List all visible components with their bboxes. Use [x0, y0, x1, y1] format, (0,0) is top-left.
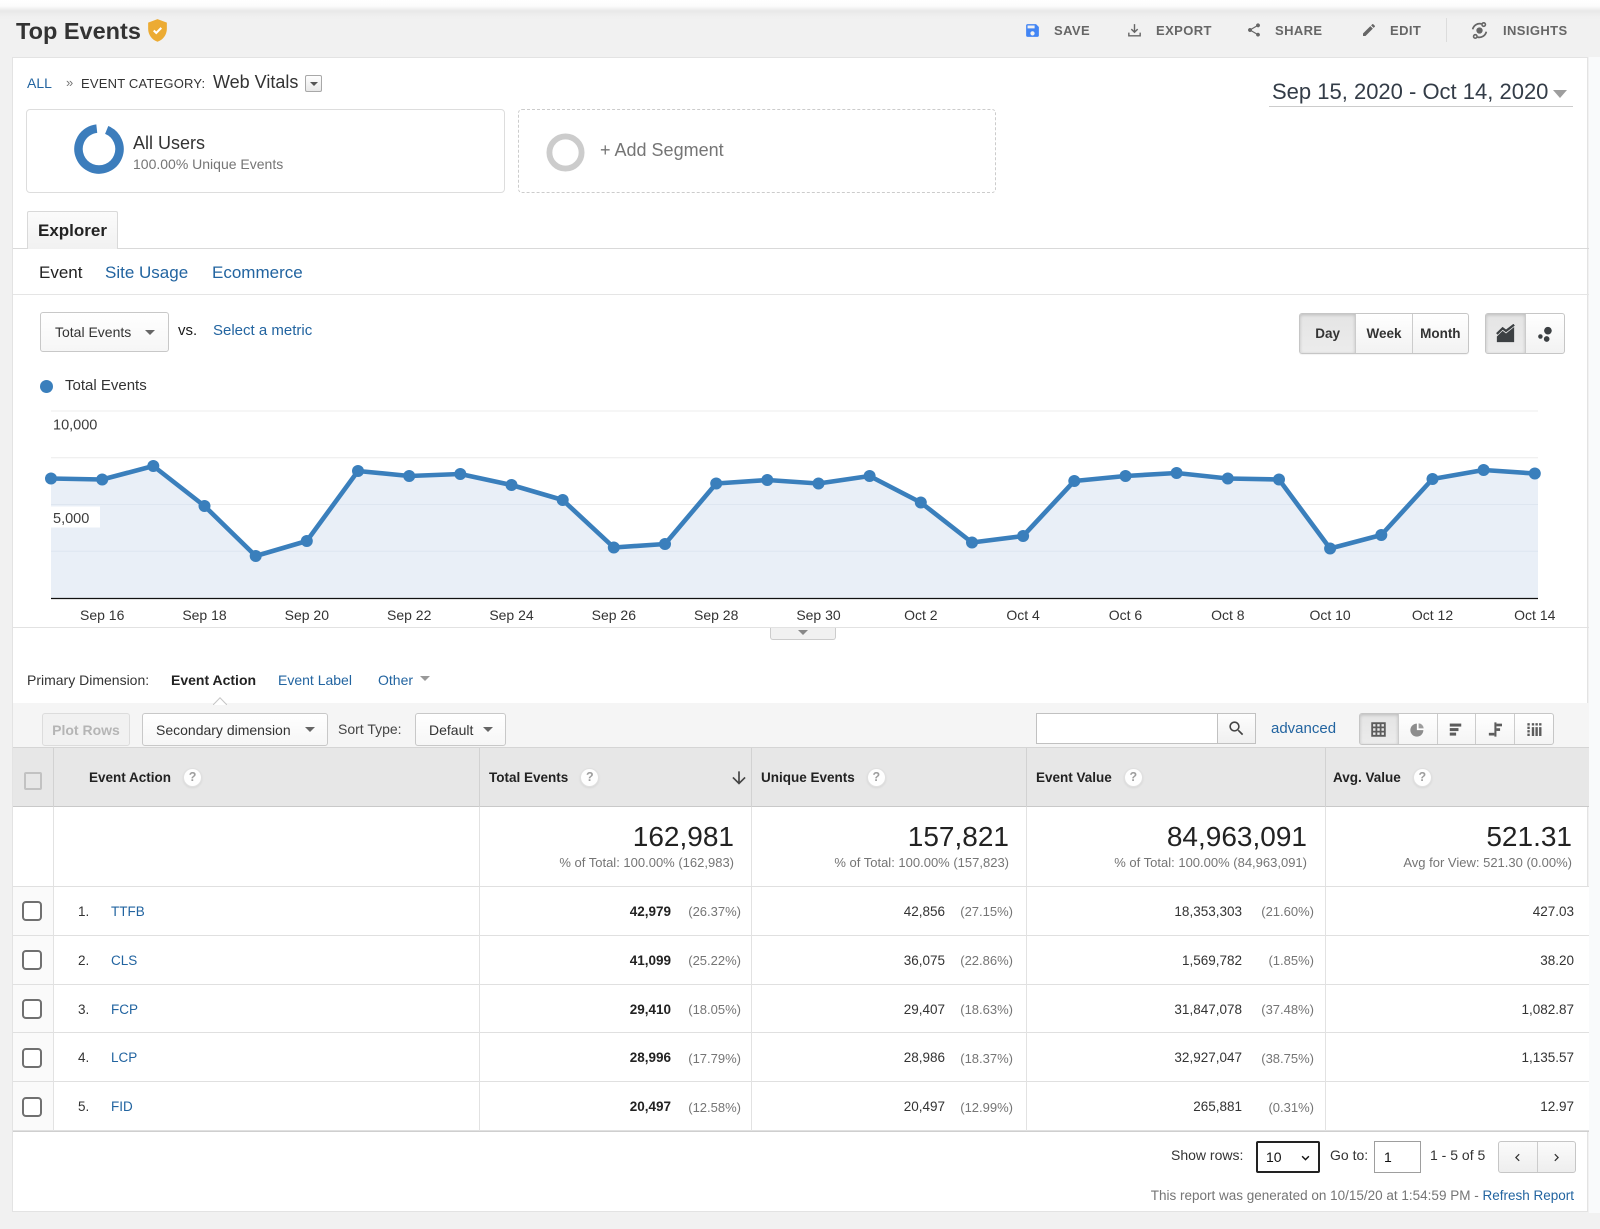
svg-text:Sep 24: Sep 24 [489, 607, 534, 623]
svg-text:Oct 14: Oct 14 [1514, 607, 1555, 623]
svg-text:Sep 22: Sep 22 [387, 607, 432, 623]
svg-text:Sep 18: Sep 18 [182, 607, 227, 623]
svg-text:10,000: 10,000 [53, 418, 97, 434]
svg-text:Sep 16: Sep 16 [80, 607, 125, 623]
svg-text:Oct 12: Oct 12 [1412, 607, 1453, 623]
svg-text:Oct 6: Oct 6 [1109, 607, 1143, 623]
svg-text:Sep 28: Sep 28 [694, 607, 739, 623]
svg-text:Oct 8: Oct 8 [1211, 607, 1245, 623]
svg-text:Oct 4: Oct 4 [1006, 607, 1040, 623]
svg-text:Sep 20: Sep 20 [285, 607, 330, 623]
svg-text:Oct 2: Oct 2 [904, 607, 938, 623]
svg-text:Sep 30: Sep 30 [796, 607, 841, 623]
svg-text:Oct 10: Oct 10 [1309, 607, 1350, 623]
svg-text:5,000: 5,000 [53, 511, 89, 527]
svg-text:Sep 26: Sep 26 [592, 607, 637, 623]
